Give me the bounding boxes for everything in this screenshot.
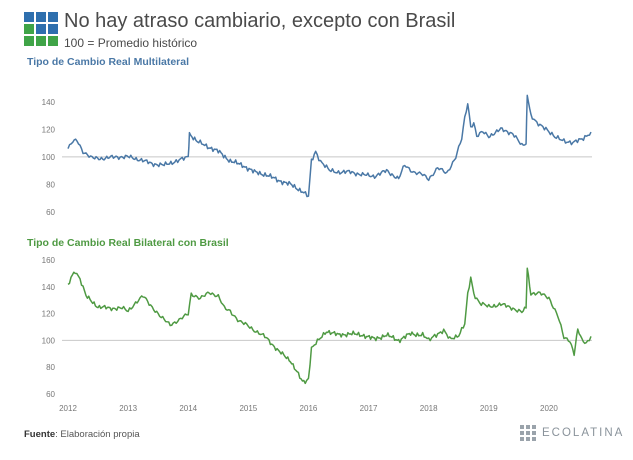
y-tick-label: 60 <box>46 390 55 399</box>
x-tick-label: 2015 <box>239 404 257 413</box>
grid-logo-icon <box>24 12 58 46</box>
source-label: Fuente <box>24 429 56 440</box>
brand-name: ECOLATINA <box>542 427 625 439</box>
brand-grid-icon <box>520 425 536 441</box>
x-tick-label: 2014 <box>179 404 197 413</box>
y-tick-label: 120 <box>42 125 56 134</box>
y-tick-label: 80 <box>46 363 55 372</box>
y-tick-label: 140 <box>42 98 56 107</box>
panel-title-multilateral: Tipo de Cambio Real Multilateral <box>27 56 190 68</box>
source-note: Fuente: Elaboración propia <box>24 429 140 440</box>
x-tick-label: 2013 <box>119 404 137 413</box>
x-tick-label: 2017 <box>360 404 378 413</box>
y-tick-label: 100 <box>42 336 56 345</box>
x-tick-label: 2012 <box>59 404 77 413</box>
panel-title-brasil: Tipo de Cambio Real Bilateral con Brasil <box>27 237 229 249</box>
brand: ECOLATINA <box>520 425 624 441</box>
y-tick-label: 140 <box>42 283 56 292</box>
y-tick-label: 120 <box>42 310 56 319</box>
series-line-brasil <box>67 267 592 385</box>
x-tick-label: 2016 <box>300 404 318 413</box>
y-tick-label: 80 <box>46 180 55 189</box>
x-tick-label: 2020 <box>540 404 558 413</box>
source-text: : Elaboración propia <box>55 429 140 440</box>
chart-title: No hay atraso cambiario, excepto con Bra… <box>64 10 456 32</box>
chart-subtitle: 100 = Promedio histórico <box>64 36 198 50</box>
x-tick-label: 2018 <box>420 404 438 413</box>
series-line-multilateral <box>67 94 592 198</box>
y-tick-label: 100 <box>42 153 56 162</box>
y-tick-label: 60 <box>46 208 55 217</box>
y-tick-label: 160 <box>42 256 56 265</box>
x-tick-label: 2019 <box>480 404 498 413</box>
